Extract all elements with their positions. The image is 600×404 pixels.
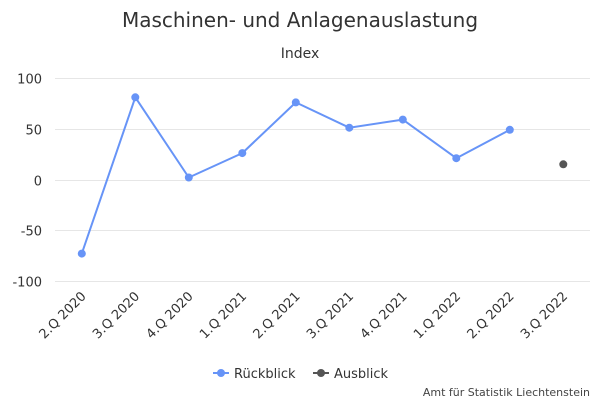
data-point	[452, 154, 461, 163]
y-tick-label: 0	[34, 175, 42, 190]
y-tick-label: -100	[12, 276, 42, 291]
x-tick-label: 3.Q 2021	[304, 289, 357, 342]
legend-symbol-marker	[317, 369, 325, 377]
data-point	[131, 93, 140, 102]
legend-label: Ausblick	[334, 367, 389, 382]
chart-subtitle: Index	[281, 46, 320, 62]
data-point	[77, 249, 86, 258]
data-point	[291, 98, 300, 107]
legend-symbol-marker	[217, 369, 225, 377]
x-tick-label: 2.Q 2020	[37, 289, 90, 342]
x-tick-label: 3.Q 2020	[90, 289, 143, 342]
chart-title: Maschinen- und Anlagenauslastung	[122, 8, 478, 32]
y-tick-label: 100	[17, 73, 42, 88]
data-point	[398, 115, 407, 124]
x-tick-label: 4.Q 2020	[144, 289, 197, 342]
data-point	[559, 160, 568, 169]
legend-item[interactable]: Rückblick	[213, 367, 296, 382]
data-point	[345, 123, 354, 132]
legend-label: Rückblick	[234, 367, 296, 382]
x-tick-label: 1.Q 2021	[197, 289, 250, 342]
series-group	[77, 93, 568, 258]
x-tick-label: 2.Q 2021	[251, 289, 304, 342]
x-tick-label: 1.Q 2022	[411, 289, 464, 342]
gridlines	[55, 78, 590, 282]
data-point	[238, 149, 247, 158]
y-tick-label: -50	[21, 225, 42, 240]
data-point	[505, 125, 514, 134]
x-tick-label: 2.Q 2022	[465, 289, 518, 342]
x-tick-label: 3.Q 2022	[518, 289, 571, 342]
data-point	[184, 173, 193, 182]
legend[interactable]: Rückblick Ausblick	[213, 367, 389, 382]
legend-item[interactable]: Ausblick	[313, 367, 389, 382]
y-tick-label: 50	[25, 124, 42, 139]
x-axis-ticks: 2.Q 2020 3.Q 2020 4.Q 2020 1.Q 2021 2.Q 2021…	[37, 289, 571, 342]
y-axis-ticks: -100 -50 0 50 100	[12, 73, 42, 291]
x-tick-label: 4.Q 2021	[358, 289, 411, 342]
credits[interactable]: Amt für Statistik Liechtenstein	[423, 386, 590, 399]
